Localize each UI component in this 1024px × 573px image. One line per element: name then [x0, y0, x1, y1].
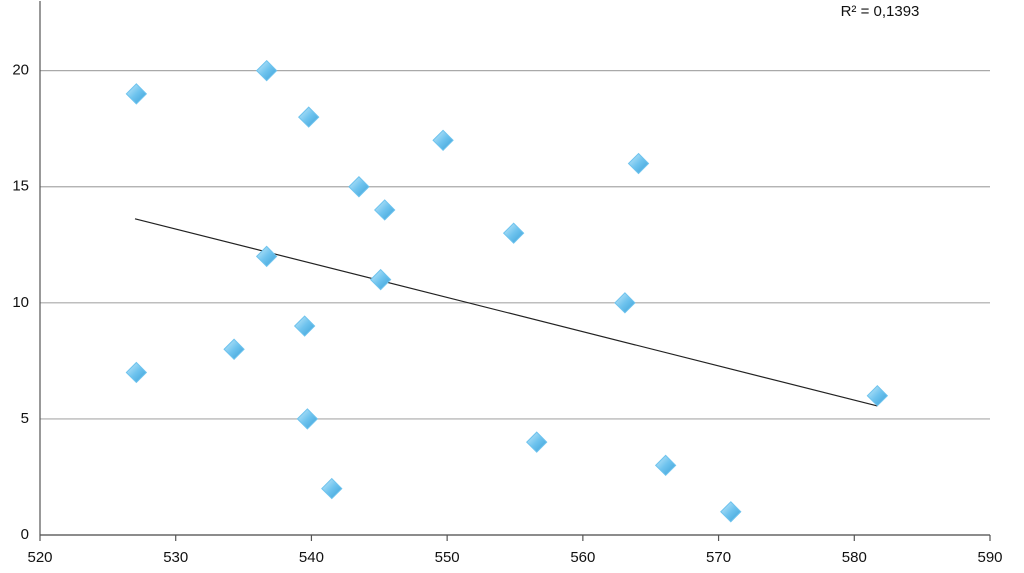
- data-point: [654, 454, 677, 477]
- data-point: [255, 59, 278, 82]
- y-tick-label: 0: [21, 526, 29, 543]
- data-point: [526, 431, 548, 453]
- x-tick-label: 550: [435, 549, 460, 566]
- y-tick-label: 10: [12, 294, 29, 311]
- data-point: [321, 477, 343, 500]
- data-point: [348, 176, 370, 198]
- data-point: [125, 83, 148, 105]
- r-squared-annotation: R² = 0,1393: [841, 3, 920, 20]
- data-point: [627, 152, 650, 175]
- x-tick-label: 560: [570, 549, 595, 566]
- data-point: [374, 199, 396, 221]
- data-point: [432, 129, 454, 152]
- y-tick-label: 20: [12, 62, 29, 79]
- y-tick-label: 15: [12, 178, 29, 195]
- x-tick-label: 520: [27, 549, 52, 566]
- data-point: [255, 245, 278, 268]
- x-tick-label: 580: [842, 549, 867, 566]
- data-point: [293, 315, 316, 337]
- data-point: [614, 292, 636, 314]
- data-point: [223, 338, 245, 360]
- data-point: [369, 268, 392, 291]
- x-tick-label: 530: [163, 549, 188, 566]
- data-point: [298, 106, 320, 128]
- x-tick-label: 540: [299, 549, 324, 566]
- data-point: [866, 384, 889, 407]
- x-tick-label: 570: [706, 549, 731, 566]
- y-tick-label: 5: [21, 410, 29, 427]
- data-point: [125, 361, 148, 384]
- data-point: [502, 222, 525, 244]
- data-point: [720, 501, 742, 523]
- x-tick-label: 590: [977, 549, 1002, 566]
- trendline: [134, 218, 878, 407]
- data-point: [296, 408, 319, 430]
